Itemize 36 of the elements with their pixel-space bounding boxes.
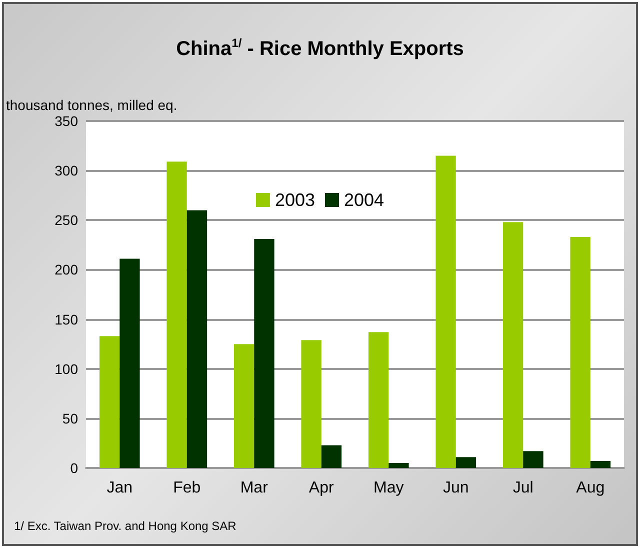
y-tick-label: 0 [70, 460, 78, 476]
y-axis-title: thousand tonnes, milled eq. [6, 97, 178, 113]
text: 1/ Exc. Taiwan Prov. and Hong Kong SAR [14, 519, 237, 533]
y-tick-label: 200 [54, 262, 78, 278]
bar [436, 156, 456, 468]
y-tick-label: 50 [62, 410, 78, 426]
y-tick-label: 350 [54, 113, 78, 129]
x-tick-label: Aug [576, 480, 605, 496]
x-tick-label: May [374, 480, 404, 496]
x-tick-label: Mar [240, 480, 269, 496]
bar [368, 332, 389, 468]
y-tick-label: 100 [54, 360, 78, 377]
bar [388, 463, 409, 468]
bar [502, 222, 524, 468]
bar [254, 238, 274, 468]
bar [186, 210, 208, 468]
x-tick-label: Jul [512, 480, 534, 496]
x-tick-label: Jan [106, 480, 133, 496]
legend-label: 2003 [274, 190, 316, 210]
y-tick-label: 150 [54, 311, 78, 328]
legend-label: 2004 [344, 190, 384, 210]
bar [523, 451, 544, 468]
bar [321, 445, 342, 468]
x-tick-label: Apr [308, 480, 334, 496]
bar [166, 162, 187, 468]
y-tick-label: 300 [54, 162, 78, 179]
x-tick-label: Jun [442, 480, 469, 496]
bar [99, 336, 120, 468]
bar [590, 461, 611, 468]
bar [301, 340, 322, 468]
bar [456, 457, 476, 468]
bar [570, 236, 590, 468]
bar [234, 344, 254, 468]
bar [120, 258, 140, 468]
x-tick-label: Feb [173, 480, 201, 496]
y-tick-label: 250 [54, 212, 78, 228]
